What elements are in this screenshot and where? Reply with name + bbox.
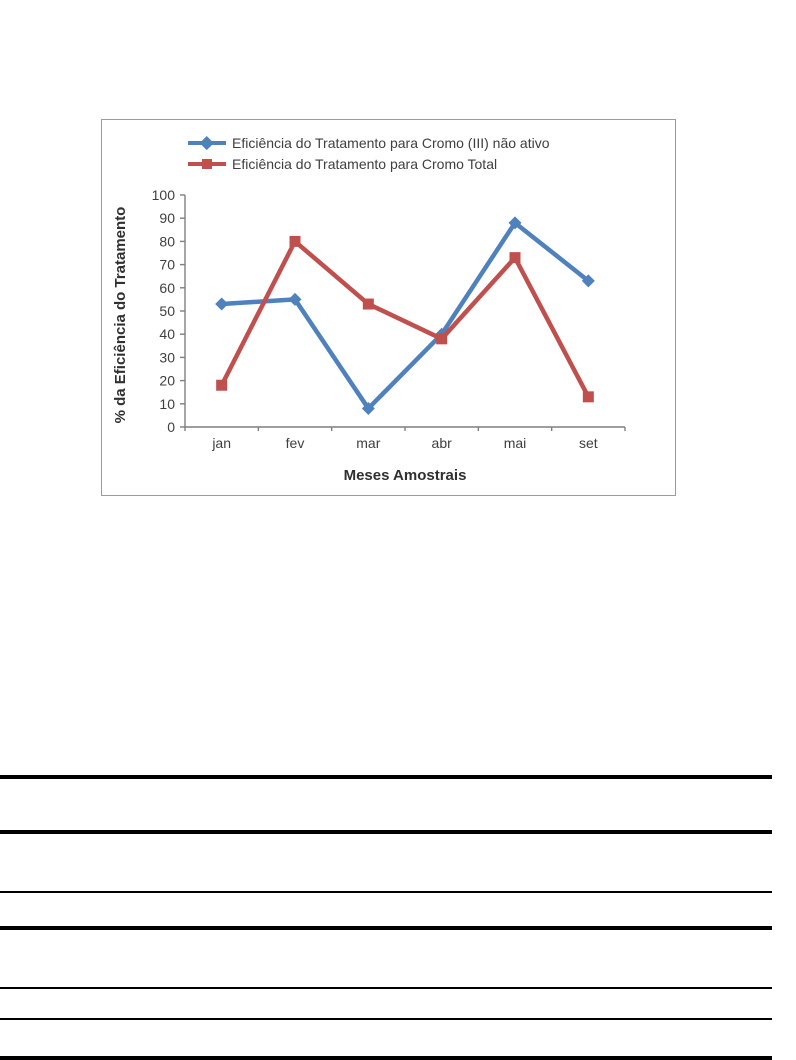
svg-text:40: 40 — [159, 326, 175, 342]
table-border-line — [0, 987, 772, 989]
legend-item-cromo-iii: Eficiência do Tratamento para Cromo (III… — [188, 132, 549, 153]
svg-text:20: 20 — [159, 373, 175, 389]
table-border-line — [0, 1018, 772, 1020]
svg-text:0: 0 — [167, 419, 175, 435]
diamond-marker-icon — [200, 136, 214, 150]
chart-legend: Eficiência do Tratamento para Cromo (III… — [188, 132, 549, 174]
table-border-line — [0, 891, 772, 893]
legend-swatch — [188, 157, 226, 170]
table-border-line — [0, 775, 772, 779]
legend-swatch — [188, 136, 226, 150]
legend-label: Eficiência do Tratamento para Cromo Tota… — [232, 155, 498, 172]
svg-text:set: set — [579, 435, 598, 451]
svg-text:mai: mai — [504, 435, 527, 451]
x-axis-title: Meses Amostrais — [343, 467, 467, 484]
svg-text:mar: mar — [356, 435, 380, 451]
svg-text:90: 90 — [159, 210, 175, 226]
table-border-line — [0, 1056, 772, 1060]
square-marker-icon — [202, 159, 212, 169]
svg-text:100: 100 — [152, 187, 176, 203]
svg-text:80: 80 — [159, 233, 175, 249]
legend-label: Eficiência do Tratamento para Cromo (III… — [232, 134, 550, 151]
table-border-line — [0, 926, 772, 930]
svg-text:30: 30 — [159, 349, 175, 365]
svg-text:70: 70 — [159, 257, 175, 273]
chart-figure: 0 10 20 30 40 50 60 70 80 90 100 jan fev mar abr mai set… — [101, 119, 676, 496]
svg-text:jan: jan — [211, 435, 231, 451]
y-axis-title: % da Eficiência do Tratamento — [112, 206, 129, 424]
legend-item-cromo-total: Eficiência do Tratamento para Cromo Tota… — [188, 153, 549, 174]
svg-text:10: 10 — [159, 396, 175, 412]
svg-text:60: 60 — [159, 280, 175, 296]
svg-text:abr: abr — [432, 435, 453, 451]
svg-text:fev: fev — [286, 435, 305, 451]
chart-canvas: 0 10 20 30 40 50 60 70 80 90 100 jan fev mar abr mai set — [152, 187, 626, 451]
svg-text:50: 50 — [159, 303, 175, 319]
table-border-line — [0, 830, 772, 834]
